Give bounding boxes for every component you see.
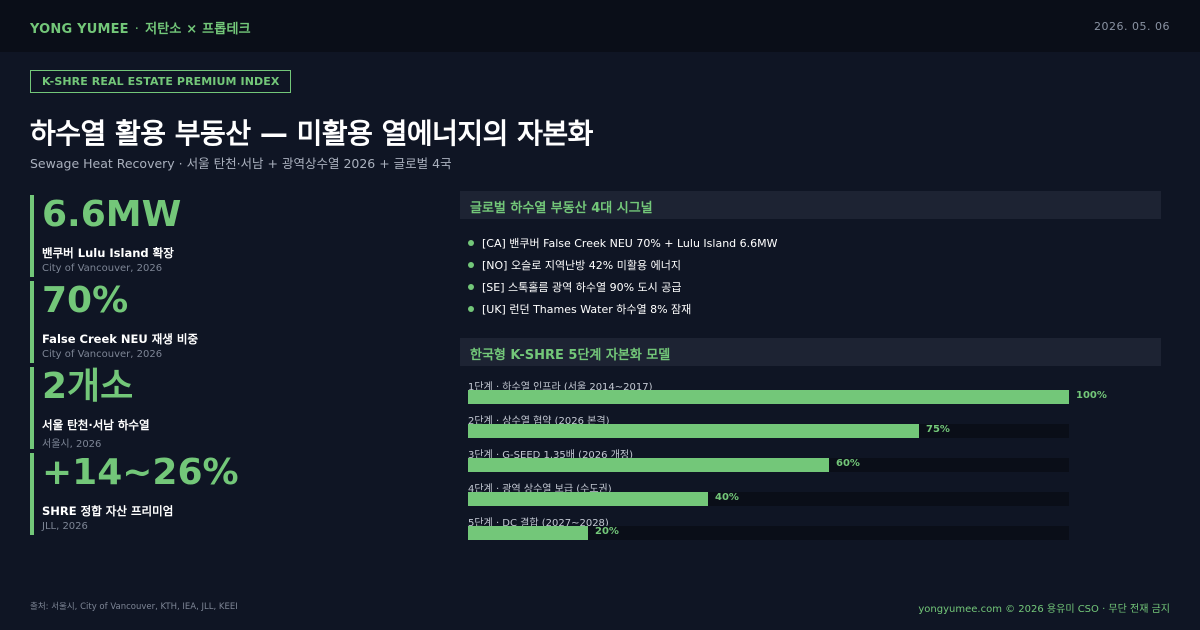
brand-separator: · <box>134 22 140 37</box>
stage-row: 2단계 · 상수열 협약 (2026 본격) 75% <box>468 412 1148 442</box>
stage-bar <box>468 458 829 472</box>
footer-sources: 출처: 서울시, City of Vancouver, KTH, IEA, JL… <box>30 602 238 612</box>
bullet-icon <box>468 284 474 290</box>
stage-track <box>468 526 1069 540</box>
signal-text: [NO] 오슬로 지역난방 42% 미활용 에너지 <box>482 259 681 272</box>
stat-label: 밴쿠버 Lulu Island 확장 <box>42 246 174 260</box>
stat-source: City of Vancouver, 2026 <box>42 263 163 274</box>
stat-value: +14~26% <box>42 452 239 493</box>
stage-label: 4단계 · 광역 상수열 보급 (수도권) <box>468 484 612 495</box>
bullet-icon <box>468 240 474 246</box>
stat-source: 서울시, 2026 <box>42 439 102 450</box>
signal-text: [UK] 런던 Thames Water 하수열 8% 잠재 <box>482 303 692 316</box>
bullet-icon <box>468 262 474 268</box>
stat-label: SHRE 정합 자산 프리미엄 <box>42 504 174 518</box>
stage-row: 1단계 · 하수열 인프라 (서울 2014~2017) 100% <box>468 378 1148 408</box>
signal-text: [SE] 스톡홀름 광역 하수열 90% 도시 공급 <box>482 281 682 294</box>
brand: YONG YUMEE · 저탄소 × 프롭테크 <box>30 18 251 37</box>
page-title: 하수열 활용 부동산 — 미활용 열에너지의 자본화 <box>30 117 593 150</box>
stat-value: 2개소 <box>42 366 134 407</box>
signal-text: [CA] 밴쿠버 False Creek NEU 70% + Lulu Isla… <box>482 237 778 250</box>
stage-bar <box>468 424 919 438</box>
brand-name: YONG YUMEE <box>30 22 129 37</box>
stage-row: 3단계 · G-SEED 1.35배 (2026 개정) 60% <box>468 446 1148 476</box>
stat-card: 70% False Creek NEU 재생 비중 City of Vancou… <box>30 281 430 363</box>
stat-source: City of Vancouver, 2026 <box>42 349 163 360</box>
stage-label: 1단계 · 하수열 인프라 (서울 2014~2017) <box>468 382 653 393</box>
top-bar: YONG YUMEE · 저탄소 × 프롭테크 2026. 05. 06 <box>0 0 1200 52</box>
stat-source: JLL, 2026 <box>42 521 88 532</box>
stage-track <box>468 458 1069 472</box>
footer-copyright: yongyumee.com © 2026 용유미 CSO · 무단 전재 금지 <box>918 604 1170 615</box>
list-item: [UK] 런던 Thames Water 하수열 8% 잠재 <box>468 298 1158 320</box>
stage-row: 4단계 · 광역 상수열 보급 (수도권) 40% <box>468 480 1148 510</box>
stage-percent: 20% <box>595 526 619 537</box>
stat-card: 6.6MW 밴쿠버 Lulu Island 확장 City of Vancouv… <box>30 195 430 277</box>
stage-bar <box>468 390 1069 404</box>
stat-card: 2개소 서울 탄천·서남 하수열 서울시, 2026 <box>30 366 430 450</box>
index-tag: K-SHRE REAL ESTATE PREMIUM INDEX <box>30 70 292 93</box>
brand-subtitle: 저탄소 × 프롭테크 <box>145 22 251 37</box>
list-item: [NO] 오슬로 지역난방 42% 미활용 에너지 <box>468 254 1158 276</box>
stage-percent: 100% <box>1076 390 1107 401</box>
stage-label: 5단계 · DC 결합 (2027~2028) <box>468 518 609 529</box>
stage-track <box>468 390 1069 404</box>
stat-card: +14~26% SHRE 정합 자산 프리미엄 JLL, 2026 <box>30 453 430 535</box>
stage-bar <box>468 526 588 540</box>
list-item: [CA] 밴쿠버 False Creek NEU 70% + Lulu Isla… <box>468 232 1158 254</box>
publish-date: 2026. 05. 06 <box>1094 20 1170 33</box>
stat-label: 서울 탄천·서남 하수열 <box>42 418 150 432</box>
stage-track <box>468 492 1069 506</box>
signals-list: [CA] 밴쿠버 False Creek NEU 70% + Lulu Isla… <box>468 232 1158 320</box>
stage-label: 2단계 · 상수열 협약 (2026 본격) <box>468 416 610 427</box>
list-item: [SE] 스톡홀름 광역 하수열 90% 도시 공급 <box>468 276 1158 298</box>
stat-value: 6.6MW <box>42 194 182 235</box>
model-panel-title: 한국형 K-SHRE 5단계 자본화 모델 <box>460 338 1161 366</box>
stage-row: 5단계 · DC 결합 (2027~2028) 20% <box>468 514 1148 544</box>
stage-percent: 40% <box>715 492 739 503</box>
stage-bar <box>468 492 708 506</box>
stat-value: 70% <box>42 280 129 321</box>
page-subtitle: Sewage Heat Recovery · 서울 탄천·서남 + 광역상수열 … <box>30 156 452 171</box>
stage-track <box>468 424 1069 438</box>
stat-label: False Creek NEU 재생 비중 <box>42 332 199 346</box>
signals-panel-title: 글로벌 하수열 부동산 4대 시그널 <box>460 191 1161 219</box>
bullet-icon <box>468 306 474 312</box>
stage-label: 3단계 · G-SEED 1.35배 (2026 개정) <box>468 450 633 461</box>
stage-percent: 75% <box>926 424 950 435</box>
stage-percent: 60% <box>836 458 860 469</box>
